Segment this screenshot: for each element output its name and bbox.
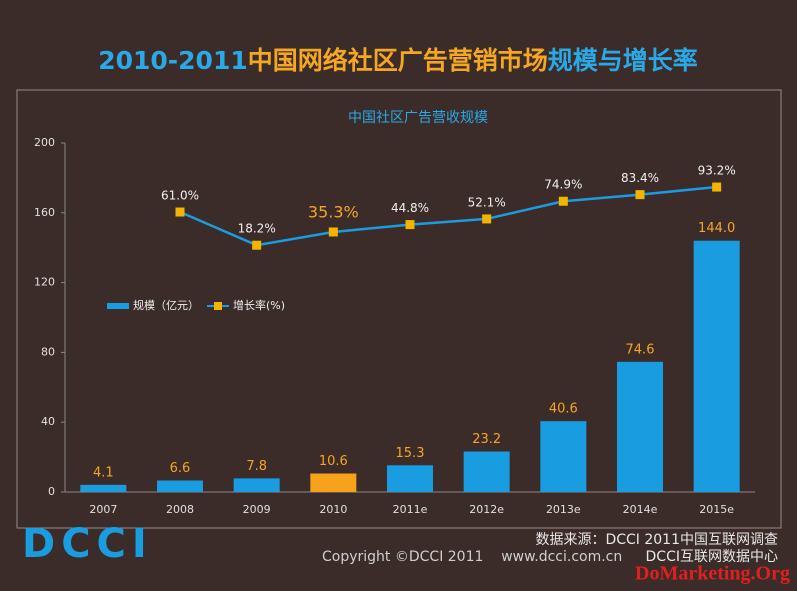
- bar-label: 6.6: [170, 461, 191, 476]
- line-marker: [328, 227, 338, 237]
- chart-panel: [16, 89, 782, 529]
- line-label: 44.8%: [391, 201, 429, 215]
- x-tick-label: 2012e: [469, 503, 504, 516]
- legend-swatch: [107, 303, 129, 309]
- y-tick-label: 40: [41, 415, 55, 428]
- chart-title: 2010-2011中国网络社区广告营销市场规模与增长率: [98, 46, 698, 75]
- line-marker: [558, 196, 568, 206]
- y-tick-label: 80: [41, 345, 55, 358]
- x-tick-label: 2010: [319, 503, 347, 516]
- bar: [617, 361, 663, 492]
- line-marker: [635, 190, 645, 200]
- line-marker: [712, 182, 722, 192]
- legend-label: 规模（亿元）: [133, 298, 199, 312]
- bar: [463, 451, 510, 492]
- bar-label: 4.1: [93, 465, 114, 480]
- bar: [540, 421, 587, 492]
- bar: [80, 484, 127, 492]
- growth-line: [179, 185, 717, 247]
- x-tick-label: 2014e: [623, 503, 658, 516]
- line-marker: [175, 207, 185, 217]
- copyright: Copyright ©DCCI 2011 www.dcci.com.cn: [322, 549, 622, 565]
- y-tick-label: 120: [34, 276, 55, 289]
- line-label: 61.0%: [161, 189, 199, 203]
- legend-swatch: [214, 302, 222, 310]
- x-tick-label: 2011e: [393, 503, 428, 516]
- bar-label: 144.0: [698, 221, 735, 236]
- line-marker: [405, 220, 415, 230]
- x-tick-label: 2013e: [546, 503, 581, 516]
- line-label: 74.9%: [544, 178, 582, 192]
- bar-label: 74.6: [626, 342, 655, 357]
- title-part: 中国网络社区广告营销市场: [248, 46, 548, 75]
- line-label: 35.3%: [308, 202, 359, 221]
- bar-label: 7.8: [246, 459, 267, 474]
- y-tick-label: 160: [34, 206, 55, 219]
- watermark: DoMarketing.Org: [635, 563, 790, 585]
- legend-label: 增长率(%): [233, 298, 285, 312]
- line-label: 93.2%: [698, 164, 736, 178]
- y-tick-label: 200: [34, 136, 55, 149]
- bar-label: 15.3: [396, 446, 425, 461]
- x-tick-label: 2015e: [699, 503, 734, 516]
- x-tick-label: 2007: [89, 503, 117, 516]
- source: 数据来源：DCCI 2011中国互联网调查: [535, 532, 778, 548]
- line-label: 52.1%: [468, 195, 506, 209]
- line-marker: [252, 240, 262, 250]
- bar: [157, 480, 203, 492]
- bar-label: 10.6: [319, 454, 348, 469]
- bar: [310, 473, 357, 492]
- x-tick-label: 2008: [166, 503, 194, 516]
- x-tick-label: 2009: [243, 503, 271, 516]
- line-marker: [482, 214, 492, 224]
- title-part: 规模与增长率: [548, 46, 698, 75]
- logo: DCCI: [22, 521, 153, 567]
- line-label: 83.4%: [621, 171, 659, 185]
- y-tick-label: 0: [48, 485, 55, 498]
- line-label: 18.2%: [238, 222, 276, 236]
- title-part: 2010-2011: [98, 46, 248, 75]
- bar: [233, 478, 280, 492]
- chart-subtitle: 中国社区广告营收规模: [348, 110, 488, 126]
- org: DCCI互联网数据中心: [646, 549, 778, 565]
- bar-label: 40.6: [549, 402, 578, 417]
- bar: [387, 465, 433, 492]
- bar-label: 23.2: [472, 432, 501, 447]
- bar: [693, 240, 740, 492]
